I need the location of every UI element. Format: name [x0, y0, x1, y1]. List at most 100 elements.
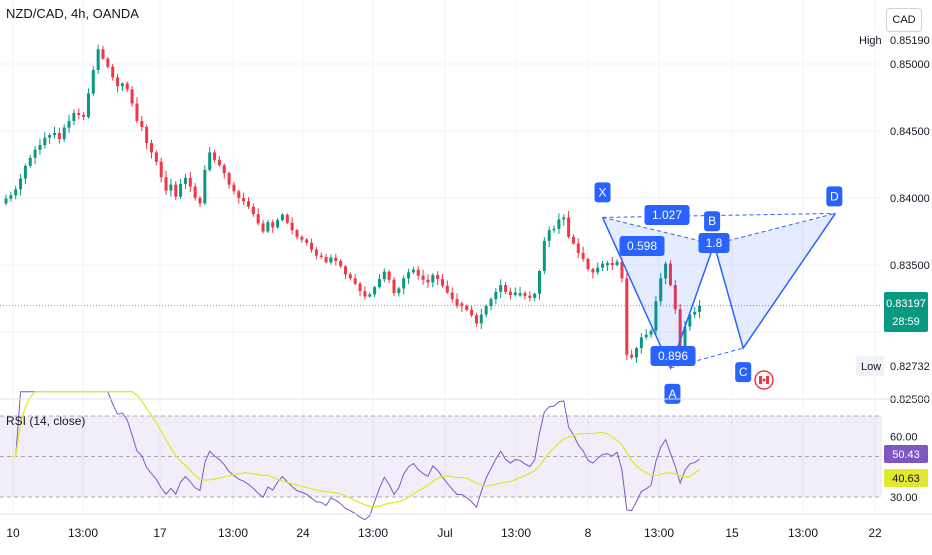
candle: [494, 288, 498, 305]
svg-text:X: X: [599, 185, 607, 199]
pattern-point-c[interactable]: C: [735, 362, 752, 383]
candle: [615, 259, 619, 267]
candle: [363, 286, 367, 300]
candle: [649, 328, 653, 339]
svg-text:1.8: 1.8: [706, 236, 723, 250]
candle: [232, 181, 236, 195]
candle: [334, 253, 338, 266]
pattern-point-x[interactable]: X: [594, 182, 611, 203]
candle: [571, 234, 575, 245]
candles: [0, 44, 882, 363]
svg-text:Low: Low: [861, 361, 881, 373]
candle: [499, 279, 503, 298]
candle: [135, 97, 139, 124]
candle: [329, 254, 333, 265]
time-tick-label: 13:00: [218, 526, 248, 540]
last-price-tag[interactable]: 0.83197 28:59: [884, 292, 928, 332]
low-marker[interactable]: Low 0.82732: [856, 356, 930, 376]
time-tick-label: 13:00: [644, 526, 674, 540]
svg-text:0.83197: 0.83197: [886, 298, 926, 310]
candle: [644, 329, 648, 340]
candle: [130, 86, 134, 107]
candle: [596, 262, 600, 275]
svg-text:0.82732: 0.82732: [890, 361, 930, 373]
pattern-triangle-bcd: [714, 213, 836, 349]
candle: [460, 301, 464, 312]
currency-button[interactable]: CAD: [886, 8, 922, 32]
ratio-xd-label[interactable]: 1.027: [644, 205, 690, 225]
time-tick-label: 8: [585, 526, 592, 540]
candle: [213, 149, 217, 163]
time-tick-label: 22: [868, 526, 882, 540]
chart-title[interactable]: NZD/CAD, 4h, OANDA: [6, 6, 139, 21]
price-tick-label: 0.85000: [890, 59, 930, 71]
candle: [673, 279, 677, 315]
candle: [4, 194, 8, 206]
time-tick-label: 13:00: [358, 526, 388, 540]
candle: [654, 295, 658, 336]
candle: [300, 235, 304, 243]
ratio-ac-label[interactable]: 0.896: [650, 346, 696, 366]
price-tick-label: 0.84500: [890, 126, 930, 138]
candle: [591, 267, 595, 279]
rsi-ma-value-tag[interactable]: 40.63: [884, 469, 928, 487]
time-tick-label: 24: [296, 526, 310, 540]
candle: [373, 285, 377, 298]
rsi-label[interactable]: RSI (14, close): [6, 414, 85, 428]
candle: [247, 197, 250, 209]
candle: [562, 214, 566, 226]
rsi-value-tag[interactable]: 50.43: [884, 445, 928, 463]
candle: [450, 287, 454, 303]
candle: [344, 265, 347, 280]
candle: [106, 56, 110, 69]
candle: [407, 268, 411, 284]
candle: [635, 346, 638, 363]
pattern-point-a[interactable]: A: [664, 383, 681, 404]
time-tick-label: 15: [725, 526, 739, 540]
candle: [377, 274, 381, 289]
ratio-bd-label[interactable]: 1.8: [698, 233, 730, 253]
candle: [96, 44, 100, 74]
pattern-point-d[interactable]: D: [826, 186, 843, 207]
candle: [576, 238, 580, 258]
candle: [368, 292, 372, 299]
pattern-xb-line: [602, 216, 715, 245]
candle: [101, 45, 105, 60]
candle: [9, 192, 13, 202]
candle: [664, 261, 668, 285]
candle: [411, 266, 415, 275]
candle: [557, 213, 561, 234]
candle: [193, 183, 197, 201]
svg-text:1.027: 1.027: [652, 208, 682, 222]
rsi-tick-label: 30.00: [890, 492, 918, 504]
candle: [465, 304, 469, 312]
candle: [513, 287, 517, 297]
candle: [528, 291, 532, 302]
candle: [183, 173, 187, 189]
candle: [188, 171, 192, 192]
time-axis[interactable]: 10 13:00 17 13:00 24 13:00 Jul 13:00 8 13:00 15 13:…: [6, 526, 882, 540]
candle: [479, 308, 483, 330]
candle: [261, 219, 265, 234]
high-marker[interactable]: High 0.85190: [856, 31, 930, 49]
candle: [72, 109, 76, 126]
candle: [280, 212, 284, 222]
candle: [271, 219, 275, 233]
svg-text:C: C: [739, 365, 748, 379]
candle: [145, 124, 149, 150]
candle: [353, 274, 357, 286]
xabcd-pattern[interactable]: X A B C D 0.598 0.896 1.8 1.027: [594, 182, 843, 404]
pattern-ac-line: [670, 347, 744, 369]
price-axis[interactable]: 0.85000 0.84500 0.84000 0.83500 0.82500 High 0…: [856, 31, 930, 504]
candle: [91, 65, 95, 97]
candle: [164, 170, 168, 195]
ratio-xb-label[interactable]: 0.598: [619, 236, 665, 256]
rsi-pane[interactable]: [0, 400, 882, 510]
candle: [688, 313, 692, 331]
pattern-point-b[interactable]: B: [704, 211, 721, 232]
event-flag-icon[interactable]: [754, 370, 774, 390]
candle: [237, 189, 241, 204]
candle: [484, 304, 488, 318]
